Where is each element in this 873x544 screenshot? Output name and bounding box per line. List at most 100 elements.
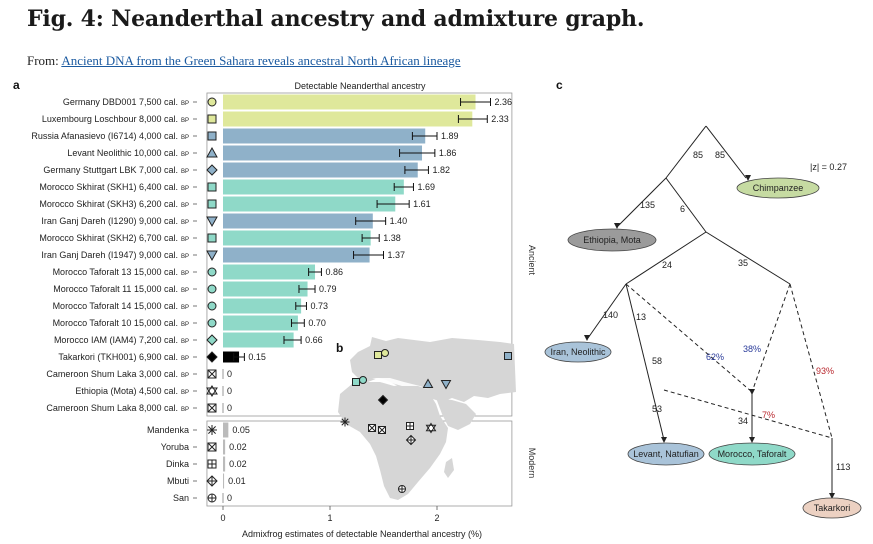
map-marker	[425, 422, 437, 434]
sample-marker	[207, 114, 217, 124]
graph-edge-admixture	[625, 283, 753, 393]
sample-marker	[206, 385, 218, 397]
sample-marker	[207, 97, 217, 107]
node-ellipse	[627, 442, 705, 466]
sample-label: Iran Ganj Dareh (I1290) 9,000 cal. BP	[41, 216, 189, 226]
sample-label: Mandenka	[147, 425, 189, 435]
value-label: 0.02	[229, 459, 247, 469]
arrow-head	[661, 437, 667, 443]
landmass-eurasia	[350, 337, 516, 402]
bp-suffix: BP	[181, 169, 189, 175]
node-label: Chimpanzee	[753, 183, 804, 193]
sample-label: Morocco IAM (IAM4) 7,200 cal. BP	[54, 335, 189, 345]
graph-node-iran: Iran, Neolithic	[544, 341, 612, 363]
map-marker	[422, 378, 434, 388]
value-label: 0.15	[248, 352, 266, 362]
graph-node-mota: Ethiopia, Mota	[567, 228, 657, 252]
map-marker	[381, 349, 389, 357]
bar	[223, 422, 229, 438]
value-label: 1.40	[390, 216, 408, 226]
graph-edge-admixture	[751, 283, 791, 393]
map-marker	[398, 485, 406, 493]
graph-edge	[625, 231, 707, 285]
bar	[223, 179, 404, 195]
panel-c-admixture-graph: c |z| = 0.27 85 85 135 6 24 35 140 13 58 53 34 113 62%…	[544, 78, 862, 519]
error-bar	[353, 251, 384, 259]
admixture-label: 62%	[706, 352, 724, 362]
error-bar	[283, 336, 302, 344]
edge-label: 85	[693, 150, 703, 160]
bp-suffix: BP	[181, 220, 189, 226]
node-ellipse	[567, 228, 657, 252]
source-article-link[interactable]: Ancient DNA from the Green Sahara reveal…	[61, 53, 461, 68]
bp-suffix: BP	[181, 356, 189, 362]
bar	[223, 128, 426, 144]
bp-suffix: BP	[181, 203, 189, 209]
sample-label: Morocco Taforalt 11 15,000 cal. BP	[53, 284, 189, 294]
bar	[223, 351, 240, 363]
x-tick-label: 2	[434, 513, 439, 523]
bp-suffix: BP	[181, 271, 189, 277]
bar	[223, 247, 370, 263]
bp-suffix: BP	[181, 152, 189, 158]
arrow-head	[584, 335, 590, 341]
sample-label: Yoruba	[161, 442, 189, 452]
value-label: 0.01	[228, 476, 246, 486]
x-axis-label: Admixfrog estimates of detectable Neande…	[242, 529, 482, 539]
sample-label: Morocco Skhirat (SKH3) 6,200 cal. BP	[39, 199, 189, 209]
arrow-head	[749, 437, 755, 443]
sample-marker	[207, 369, 217, 379]
bar	[223, 315, 298, 331]
node-label: Takarkori	[814, 503, 851, 513]
value-label: 0.66	[305, 335, 323, 345]
sample-marker	[207, 233, 217, 243]
bar	[223, 94, 476, 110]
sample-marker	[206, 351, 218, 363]
bar	[223, 298, 302, 314]
bp-suffix: BP	[181, 118, 189, 124]
sample-marker	[207, 318, 217, 328]
error-bar	[460, 98, 491, 106]
sample-row: Morocco Skhirat (SKH3) 6,200 cal. BP 1.61	[39, 196, 431, 212]
sample-row: Mbuti 0.01	[167, 473, 246, 489]
value-label: 0.73	[310, 301, 328, 311]
error-bar	[393, 183, 414, 191]
sample-label: Cameroon Shum Laka 3,000 cal. BP	[46, 369, 189, 379]
bp-suffix: BP	[181, 373, 189, 379]
sample-marker	[207, 131, 217, 141]
sample-row: Yoruba 0.02	[161, 439, 247, 455]
sample-label: Morocco Skhirat (SKH2) 6,700 cal. BP	[39, 233, 189, 243]
value-label: 1.89	[441, 131, 459, 141]
bar	[223, 196, 396, 212]
value-label: 0.70	[308, 318, 326, 328]
bp-suffix: BP	[181, 407, 189, 413]
sample-label: Morocco Skhirat (SKH1) 6,400 cal. BP	[39, 182, 189, 192]
edge-label: 34	[738, 416, 748, 426]
chart-title: Detectable Neanderthal ancestry	[294, 81, 426, 91]
bp-suffix: BP	[181, 254, 189, 260]
sample-row: Morocco Taforalt 13 15,000 cal. BP 0.86	[53, 264, 343, 280]
value-label: 0.79	[319, 284, 337, 294]
sample-marker	[207, 403, 217, 413]
sample-row: Germany Stuttgart LBK 7,000 cal. BP 1.82	[43, 162, 450, 178]
bp-suffix: BP	[181, 186, 189, 192]
landmass-madagascar	[444, 458, 454, 478]
edge-label: 53	[652, 404, 662, 414]
sample-row: Morocco IAM (IAM4) 7,200 cal. BP 0.66	[54, 332, 323, 348]
admixture-label: 93%	[816, 366, 834, 376]
value-label: 0.05	[232, 425, 250, 435]
sample-label: Luxembourg Loschbour 8,000 cal. BP	[42, 114, 189, 124]
admixture-label: 38%	[743, 344, 761, 354]
bar	[223, 264, 316, 280]
group-label-ancient: Ancient	[527, 245, 537, 276]
map-marker	[504, 352, 512, 360]
bar	[223, 213, 373, 229]
sample-label: Takarkori (TKH001) 6,900 cal. BP	[58, 352, 189, 362]
sample-label: Morocco Taforalt 13 15,000 cal. BP	[53, 267, 189, 277]
sample-row: Morocco Taforalt 10 15,000 cal. BP 0.70	[53, 315, 326, 331]
graph-edge	[587, 283, 627, 339]
value-label: 1.86	[439, 148, 457, 158]
sample-label: Dinka	[166, 459, 189, 469]
bar	[223, 473, 225, 489]
